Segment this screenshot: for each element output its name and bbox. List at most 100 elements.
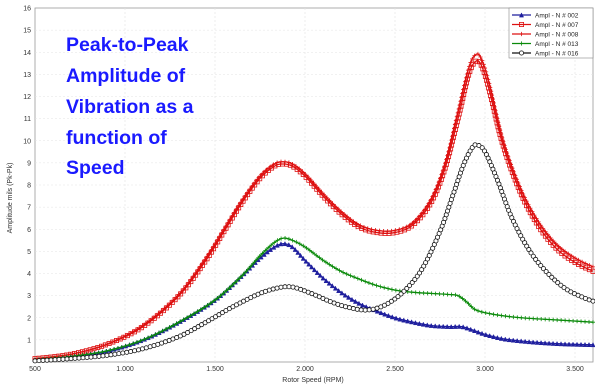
data-point: [128, 331, 133, 336]
data-point: [460, 324, 466, 330]
data-point: [570, 341, 576, 347]
data-point: [540, 266, 546, 272]
data-point: [362, 307, 368, 313]
data-point: [490, 96, 495, 102]
data-point: [515, 315, 520, 320]
data-point: [419, 211, 424, 216]
data-point: [488, 85, 493, 90]
data-point: [344, 214, 350, 219]
data-point: [480, 58, 485, 63]
data-point: [547, 317, 552, 322]
data-point: [586, 267, 592, 273]
data-point: [463, 299, 468, 304]
data-point: [555, 317, 560, 323]
data-point: [440, 323, 446, 329]
data-point: [212, 242, 217, 247]
data-point: [545, 232, 551, 237]
data-point: [382, 311, 388, 317]
legend-item: Ampl - N # 008: [512, 31, 579, 38]
y-tick-label: 12: [23, 94, 31, 101]
data-point: [52, 357, 58, 363]
data-point: [566, 251, 571, 256]
data-point: [224, 288, 229, 293]
data-point: [582, 341, 588, 347]
data-point: [32, 358, 38, 364]
data-point: [124, 349, 130, 355]
data-point: [290, 161, 295, 167]
data-point: [516, 180, 521, 186]
data-point: [448, 323, 454, 329]
data-point: [583, 261, 588, 266]
data-point: [167, 325, 172, 330]
data-point: [190, 275, 195, 280]
data-point: [116, 351, 122, 357]
data-point: [108, 352, 114, 358]
data-point: [142, 337, 147, 342]
data-point: [486, 77, 491, 82]
data-point: [244, 191, 249, 196]
data-point: [172, 296, 177, 302]
annotation-line-3: Vibration as a: [66, 96, 194, 118]
data-point: [401, 317, 407, 323]
data-point: [382, 285, 387, 290]
data-point: [286, 236, 292, 242]
y-tick-label: 1: [27, 337, 31, 344]
data-point: [246, 188, 252, 193]
data-point: [252, 260, 257, 265]
data-point: [514, 177, 519, 182]
data-point: [211, 298, 217, 303]
data-point: [95, 345, 100, 350]
data-point: [60, 356, 66, 362]
data-point: [329, 283, 335, 289]
data-point: [417, 270, 423, 276]
data-point: [321, 192, 326, 197]
data-point: [142, 322, 147, 327]
data-point: [491, 100, 496, 106]
data-point: [327, 198, 332, 203]
data-point: [566, 318, 572, 323]
data-point: [404, 224, 409, 229]
data-point: [424, 205, 429, 210]
data-point: [543, 269, 549, 275]
data-point: [366, 307, 372, 313]
data-point: [227, 285, 232, 291]
data-point: [309, 264, 315, 270]
y-tick-label: 14: [23, 50, 31, 57]
data-point: [397, 227, 402, 232]
data-point: [578, 341, 584, 347]
data-point: [583, 265, 589, 271]
data-point: [88, 354, 94, 360]
data-point: [485, 73, 490, 78]
data-point: [112, 351, 118, 357]
data-point: [463, 75, 469, 80]
data-point: [237, 201, 243, 206]
data-point: [354, 221, 359, 226]
data-point: [465, 68, 471, 73]
data-point: [409, 319, 415, 325]
annotation-line-2: Amplitude of: [66, 65, 186, 87]
data-point: [306, 261, 312, 267]
data-point: [373, 228, 378, 233]
data-point: [481, 62, 486, 67]
data-point: [452, 122, 458, 127]
data-point: [519, 41, 524, 46]
data-point: [496, 120, 501, 125]
data-point: [446, 149, 451, 154]
data-point: [275, 238, 280, 243]
data-point: [513, 173, 518, 178]
data-point: [561, 285, 567, 291]
data-point: [184, 315, 190, 320]
data-point: [310, 250, 316, 255]
data-point: [254, 178, 259, 183]
data-point: [303, 258, 309, 264]
data-point: [558, 341, 564, 347]
data-point: [100, 353, 106, 359]
data-point: [430, 194, 435, 199]
data-point: [374, 283, 379, 288]
data-point: [460, 296, 465, 301]
data-point: [550, 242, 556, 248]
data-point: [538, 340, 544, 346]
data-point: [238, 274, 243, 279]
data-point: [578, 319, 584, 324]
data-point: [311, 180, 316, 185]
